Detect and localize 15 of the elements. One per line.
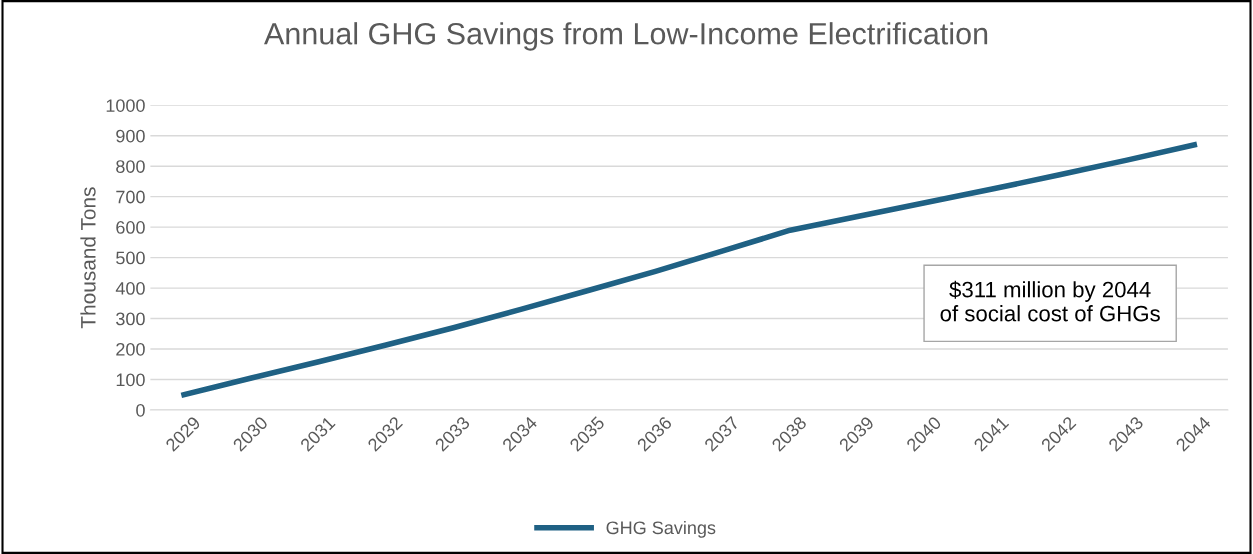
y-axis-title: Thousand Tons xyxy=(80,187,96,329)
y-tick-label: 500 xyxy=(116,251,145,265)
chart-title: Annual GHG Savings from Low-Income Electrification xyxy=(264,22,988,51)
y-tick-label: 600 xyxy=(116,221,145,234)
y-tick-label: 400 xyxy=(115,282,145,295)
legend-label: GHG Savings xyxy=(606,520,716,538)
y-tick-label: 700 xyxy=(116,190,145,204)
annotation: $311 million by 2044 of social cost of GHGs xyxy=(940,280,1160,322)
y-tick-label: 1000 xyxy=(106,99,145,112)
y-tick-label: 800 xyxy=(116,160,145,173)
y-tick-label: 0 xyxy=(136,403,145,417)
y-tick-label: 300 xyxy=(116,312,145,326)
y-tick-label: 200 xyxy=(116,342,145,356)
y-tick-label: 100 xyxy=(116,373,145,387)
y-tick-label: 900 xyxy=(116,129,145,143)
